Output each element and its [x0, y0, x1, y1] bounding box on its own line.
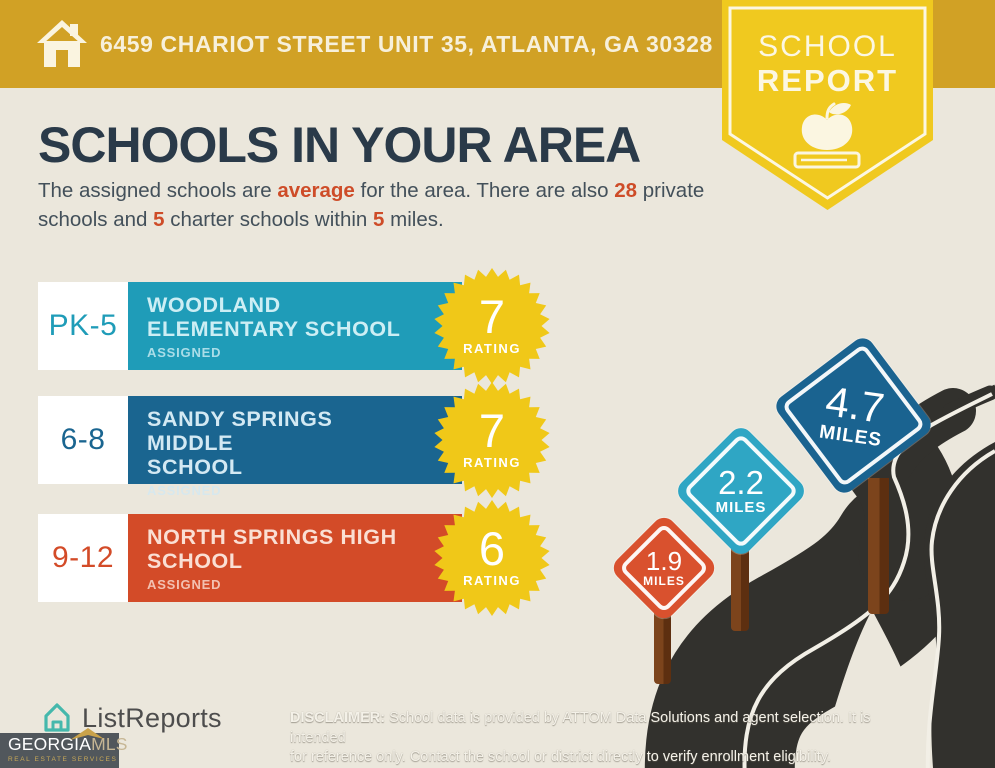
intro-seg: miles. — [384, 207, 444, 231]
mls-tagline: REAL ESTATE SERVICES — [8, 755, 118, 763]
school-bar: WOODLAND ELEMENTARY SCHOOL ASSIGNED — [128, 282, 462, 370]
rating-value: 7 — [478, 290, 506, 344]
property-address: 6459 CHARIOT STREET UNIT 35, ATLANTA, GA… — [100, 30, 713, 57]
rating-starburst: 7 RATING — [433, 267, 551, 385]
distance-sign-2-2-miles: 2.2 MILES — [673, 423, 809, 559]
disclaimer-line1: DISCLAIMER: School data is provided by A… — [290, 709, 910, 748]
intro-highlight-private-count: 28 — [614, 179, 638, 202]
intro-seg: The assigned schools are — [38, 179, 278, 202]
intro-seg: private schools and — [38, 179, 705, 231]
rating-label: RATING — [463, 572, 521, 588]
school-name: WOODLAND ELEMENTARY SCHOOL — [147, 293, 401, 342]
rating-starburst: 7 RATING — [433, 381, 551, 499]
grade-range: 9-12 — [38, 514, 128, 602]
school-name: NORTH SPRINGS HIGH SCHOOL — [147, 525, 397, 574]
rating-label: RATING — [463, 340, 521, 356]
school-row-middle: 6-8 SANDY SPRINGS MIDDLE SCHOOL ASSIGNED… — [38, 382, 558, 498]
intro-highlight-charter-count: 5 — [153, 207, 165, 231]
intro-seg: for the area. There are also — [354, 179, 615, 202]
listreports-logo: ListReports — [42, 702, 222, 734]
badge-ribbon-shape — [722, 0, 933, 210]
school-name: SANDY SPRINGS MIDDLE SCHOOL — [147, 407, 333, 480]
sign-post — [654, 600, 671, 684]
school-row-elementary: PK-5 WOODLAND ELEMENTARY SCHOOL ASSIGNED… — [38, 268, 558, 384]
school-row-high: 9-12 NORTH SPRINGS HIGH SCHOOL ASSIGNED … — [38, 500, 558, 616]
school-bar: NORTH SPRINGS HIGH SCHOOL ASSIGNED — [128, 514, 462, 602]
school-report-badge: SCHOOL REPORT — [722, 0, 933, 214]
distance-sign-4-7-miles: 4.7 MILES — [771, 333, 936, 498]
mls-swoosh-icon — [70, 728, 104, 740]
disclaimer-line2: for reference only. Contact the school o… — [290, 749, 832, 766]
distance-sign-1-9-miles: 1.9 MILES — [608, 512, 720, 624]
intro-text: The assigned schools are average for the… — [38, 177, 708, 234]
badge-line2: REPORT — [756, 63, 899, 98]
rating-starburst: 6 RATING — [433, 499, 551, 617]
house-icon — [37, 20, 87, 67]
school-status: ASSIGNED — [147, 345, 222, 361]
grade-range: 6-8 — [38, 396, 128, 484]
school-bar: SANDY SPRINGS MIDDLE SCHOOL ASSIGNED — [128, 396, 462, 498]
sign-post — [868, 478, 889, 614]
badge-line1: SCHOOL — [758, 30, 897, 63]
mls-wordmark-georgia: GEORGIA — [8, 734, 92, 754]
school-status: ASSIGNED — [147, 483, 222, 499]
sign-post — [731, 545, 749, 631]
intro-seg: charter schools within — [164, 207, 374, 231]
page-title: SCHOOLS IN YOUR AREA — [38, 117, 641, 173]
georgia-mls-logo: GEORGIAMLS REAL ESTATE SERVICES — [0, 728, 127, 768]
rating-value: 6 — [478, 522, 506, 576]
rating-value: 7 — [478, 404, 506, 458]
mls-wordmark-mls: MLS — [91, 734, 128, 754]
disclaimer-label: DISCLAIMER: — [290, 710, 386, 726]
intro-highlight-miles: 5 — [373, 207, 385, 231]
listreports-house-icon — [44, 703, 70, 732]
grade-range: PK-5 — [38, 282, 128, 370]
distance-value: 2.2 — [718, 464, 764, 501]
school-status: ASSIGNED — [147, 577, 222, 593]
distance-label: MILES — [643, 574, 685, 588]
distance-value: 1.9 — [645, 546, 683, 576]
mls-wordmark: GEORGIAMLS — [8, 734, 127, 754]
rating-label: RATING — [463, 454, 521, 470]
apple-book-icon — [793, 102, 861, 169]
distance-label: MILES — [715, 499, 767, 516]
disclaimer-rest: School data is provided by ATTOM Data So… — [290, 710, 871, 746]
disclaimer-text: DISCLAIMER: School data is provided by A… — [290, 709, 910, 768]
intro-highlight-average: average — [277, 179, 355, 202]
listreports-wordmark: ListReports — [82, 702, 222, 733]
